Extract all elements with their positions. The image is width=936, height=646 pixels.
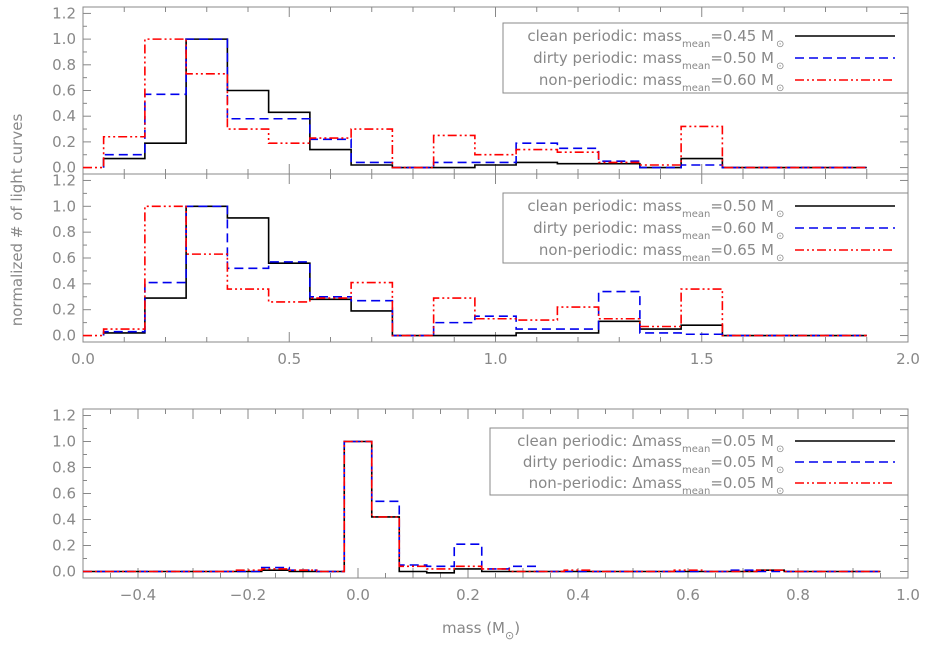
legend-label: non-periodic: Δmassmean=0.05 M [529,474,774,497]
series-dirty-periodic [102,205,867,337]
x-axis-label: mass (M⊙) [442,619,520,642]
x-tick-label: 0.4 [566,586,590,604]
sun-symbol-icon: ⊙ [776,61,784,72]
y-axis-label: normalized # of light curves [8,114,26,327]
x-tick-label: 0.2 [456,586,480,604]
sun-symbol-icon: ⊙ [776,444,784,455]
y-tick-label: 1.2 [52,4,76,22]
y-tick-label: 0.0 [52,159,76,177]
y-tick-label: 0.2 [52,301,76,319]
x-tick-label: −0.4 [120,586,156,604]
legend: clean periodic: massmean=0.45 M ⊙dirty pe… [502,22,909,94]
x-tick-label: 0.6 [676,586,700,604]
panel-top: 0.0 0.2 0.4 0.6 0.8 1.0 1.2 clean periodic: mas… [52,4,909,177]
x-axis-label-text: mass (M [442,619,505,637]
legend: clean periodic: Δmassmean=0.05 M ⊙dirty p… [489,427,909,497]
y-tick-label: 1.0 [52,433,76,451]
y-tick-label: 0.8 [52,459,76,477]
y-tick-label: 0.6 [52,485,76,503]
x-tick-label: 0.0 [71,350,95,368]
legend-label: dirty periodic: massmean=0.60 M [533,219,774,242]
y-tick-label: 1.0 [52,197,76,215]
y-tick-label: 0.6 [52,82,76,100]
series-non-periodic [83,440,881,573]
y-tick-label: 0.6 [52,249,76,267]
legend-label: clean periodic: massmean=0.45 M [527,27,774,50]
svg-text:mass (M⊙): mass (M⊙) [442,619,520,642]
sun-symbol-icon: ⊙ [776,231,784,242]
x-axis-label-close: ) [514,619,520,637]
series-dirty-periodic [102,38,867,169]
y-tick-label: 0.0 [52,563,76,581]
sun-symbol-icon: ⊙ [776,83,784,94]
y-tick-label: 0.2 [52,133,76,151]
y-tick-label: 1.2 [52,171,76,189]
legend-label: dirty periodic: Δmassmean=0.05 M [523,453,774,476]
legend-label: dirty periodic: massmean=0.50 M [533,49,774,72]
sun-symbol-icon: ⊙ [776,486,784,497]
legend-label: clean periodic: Δmassmean=0.05 M [517,432,774,455]
sun-symbol-icon: ⊙ [776,39,784,50]
legend-label: non-periodic: massmean=0.65 M [539,241,774,264]
x-tick-label: 1.5 [690,350,714,368]
y-tick-label: 1.0 [52,30,76,48]
legend-label: clean periodic: massmean=0.50 M [527,197,774,220]
sun-symbol-icon: ⊙ [505,629,514,642]
x-tick-label: 1.0 [896,586,920,604]
sun-symbol-icon: ⊙ [776,253,784,264]
series-non-periodic [83,205,867,337]
y-tick-label: 0.2 [52,537,76,555]
x-tick-label: −0.2 [230,586,266,604]
y-tick-label: 0.8 [52,223,76,241]
y-tick-label: 1.2 [52,407,76,425]
panel-bottom: 0.0 0.2 0.4 0.6 0.8 1.0 1.2 −0.4 −0.2 0.0 0.2 0.4 0.… [52,407,920,605]
y-tick-label: 0.0 [52,327,76,345]
x-tick-label: 0.0 [346,586,370,604]
series-non-periodic [83,38,867,169]
x-tick-label: 1.0 [484,350,508,368]
x-tick-label: 2.0 [896,350,920,368]
sun-symbol-icon: ⊙ [776,465,784,476]
y-tick-label: 0.4 [52,511,76,529]
x-tick-label: 0.5 [277,350,301,368]
y-tick-label: 0.4 [52,107,76,125]
legend: clean periodic: massmean=0.50 M ⊙dirty pe… [502,192,909,264]
y-tick-label: 0.8 [52,56,76,74]
y-tick-label: 0.4 [52,275,76,293]
legend-label: non-periodic: massmean=0.60 M [539,71,774,94]
panel-middle: 0.0 0.2 0.4 0.6 0.8 1.0 1.2 0.0 0.5 1.0 1.5 2.0 clea… [52,171,920,368]
sun-symbol-icon: ⊙ [776,209,784,220]
x-tick-label: 0.8 [786,586,810,604]
